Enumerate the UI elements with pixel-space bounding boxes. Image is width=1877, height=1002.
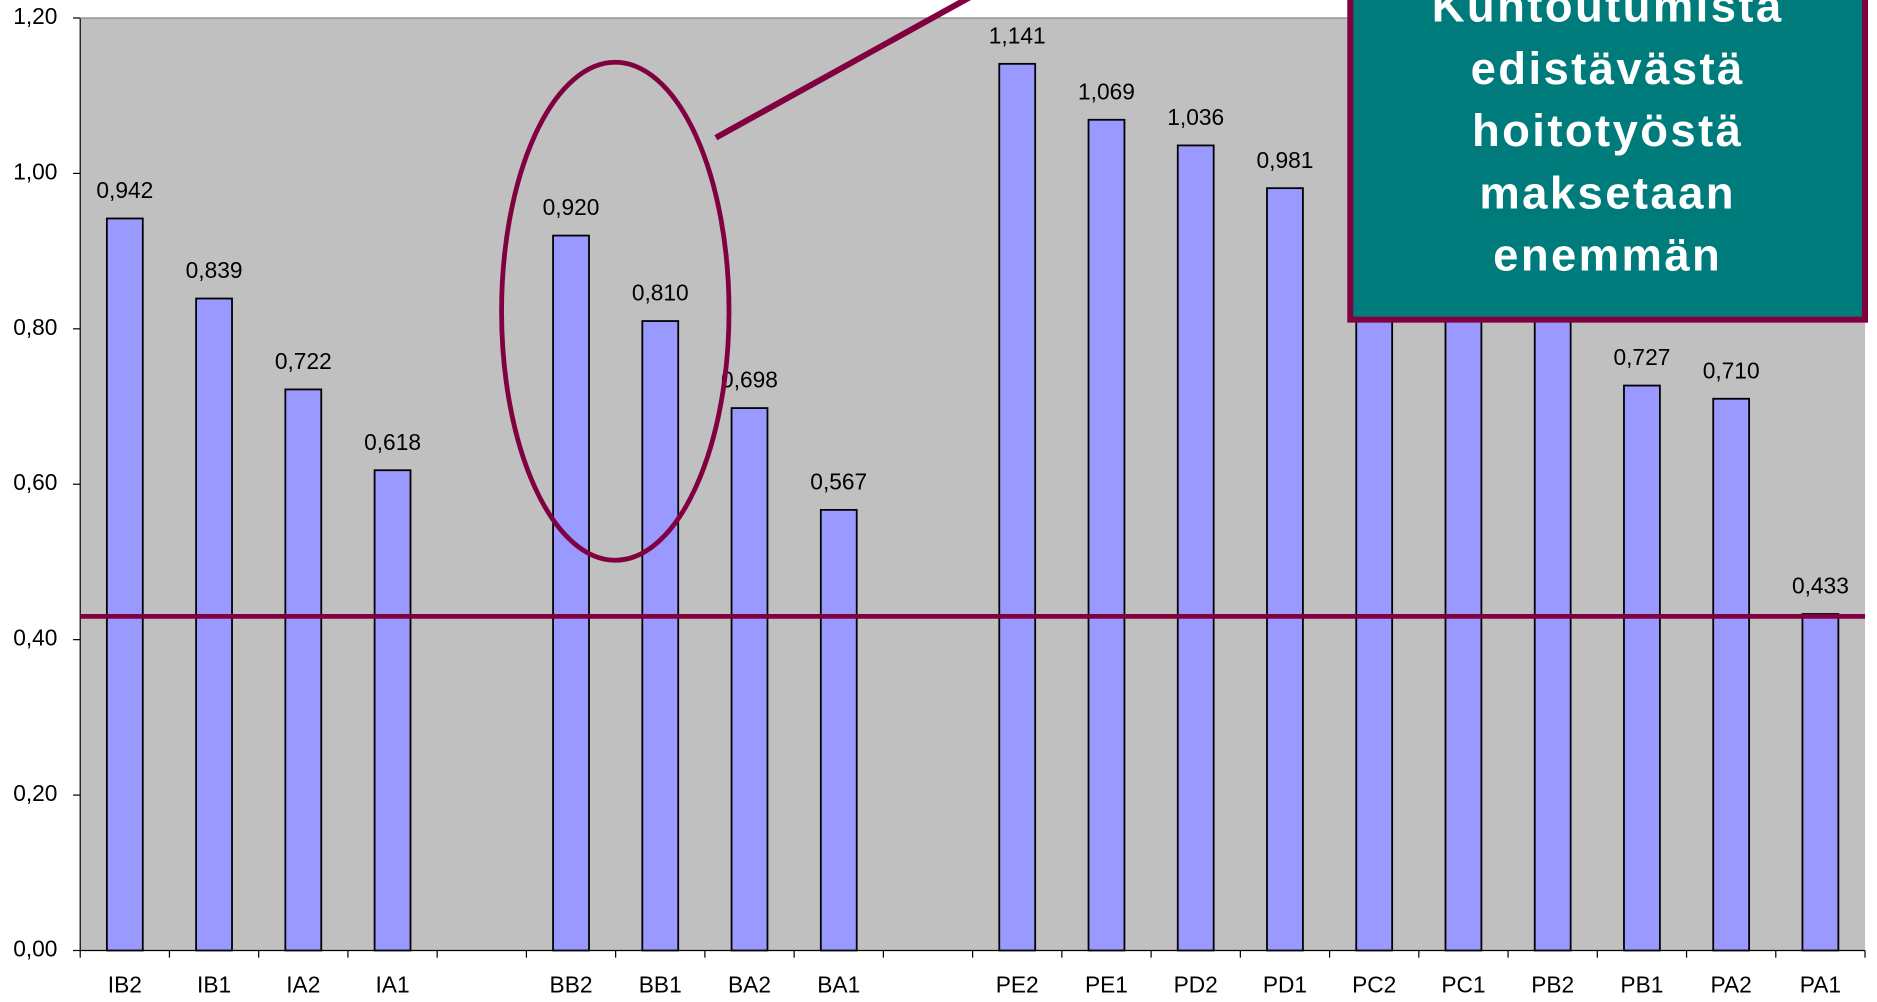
y-tick-label: 0,20 xyxy=(13,780,57,806)
layer: 0,00 0,20 0,40 0,60 0,80 1,00 1,20 IB2 0,942 IB1 0… xyxy=(13,0,1869,997)
x-tick-label: BA2 xyxy=(728,971,771,997)
x-tick-label: PC1 xyxy=(1441,971,1485,997)
bar xyxy=(1355,226,1394,952)
value-label: 1,141 xyxy=(989,22,1046,48)
value-label: 0,727 xyxy=(1613,344,1670,370)
annotation-text: edistävästä xyxy=(1471,43,1745,94)
bar xyxy=(730,407,769,952)
x-tick-label: PB1 xyxy=(1620,971,1663,997)
highlight-ellipse xyxy=(499,59,732,563)
value-label: 0,839 xyxy=(186,257,243,283)
bar xyxy=(105,217,144,952)
x-tick-label: PA2 xyxy=(1711,971,1752,997)
value-label: 0,698 xyxy=(721,367,778,393)
callout-line xyxy=(714,0,972,141)
bar xyxy=(552,234,590,952)
bar xyxy=(641,320,680,952)
annotation-text: Kuntoutumista xyxy=(1432,0,1784,32)
x-tick-label: PA1 xyxy=(1800,971,1841,997)
x-tick-label: PB2 xyxy=(1531,971,1574,997)
value-label: 0,810 xyxy=(632,280,689,306)
value-label: 0,618 xyxy=(364,429,421,455)
bar xyxy=(373,469,412,952)
value-label: 0,920 xyxy=(543,194,600,220)
value-label: 1,036 xyxy=(1167,104,1224,130)
annotation-box xyxy=(1347,0,1869,323)
annotation-text: hoitotyöstä xyxy=(1472,105,1743,156)
value-label: 0,981 xyxy=(1257,147,1314,173)
y-tick-label: 0,00 xyxy=(13,935,57,961)
bar xyxy=(1623,384,1661,952)
x-tick-label: PC2 xyxy=(1352,971,1396,997)
x-tick-label: PE1 xyxy=(1085,971,1128,997)
y-tick-label: 1,00 xyxy=(13,158,57,184)
x-tick-label: IA1 xyxy=(375,971,409,997)
x-tick-label: PD1 xyxy=(1263,971,1307,997)
bar xyxy=(1087,118,1126,952)
bar xyxy=(1801,613,1840,952)
x-tick-label: PD2 xyxy=(1174,971,1218,997)
x-tick-label: IA2 xyxy=(286,971,320,997)
value-label: 0,942 xyxy=(96,177,153,203)
bar xyxy=(1176,144,1215,952)
value-label: 0,433 xyxy=(1792,573,1849,599)
x-tick-label: IB1 xyxy=(197,971,231,997)
x-tick-label: IB2 xyxy=(108,971,142,997)
bar xyxy=(819,508,858,952)
x-tick-label: PE2 xyxy=(996,971,1039,997)
x-tick-label: BA1 xyxy=(817,971,860,997)
bar xyxy=(195,297,233,952)
bar xyxy=(1533,296,1572,952)
annotation-text: enemmän xyxy=(1493,230,1722,281)
bar xyxy=(998,62,1037,952)
y-tick-label: 1,20 xyxy=(13,3,57,29)
x-tick-label: BB2 xyxy=(550,971,593,997)
value-label: 0,710 xyxy=(1703,357,1760,383)
y-tick-label: 0,40 xyxy=(13,625,57,651)
x-tick-label: BB1 xyxy=(639,971,682,997)
y-tick-label: 0,60 xyxy=(13,469,57,495)
value-label: 1,069 xyxy=(1078,78,1135,104)
value-label: 0,722 xyxy=(275,348,332,374)
bar xyxy=(1712,397,1751,952)
value-label: 0,567 xyxy=(810,469,867,495)
y-tick-label: 0,80 xyxy=(13,314,57,340)
bar xyxy=(284,388,323,952)
bar xyxy=(1266,187,1304,952)
annotation-text: maksetaan xyxy=(1479,167,1736,218)
bar xyxy=(1444,265,1483,952)
